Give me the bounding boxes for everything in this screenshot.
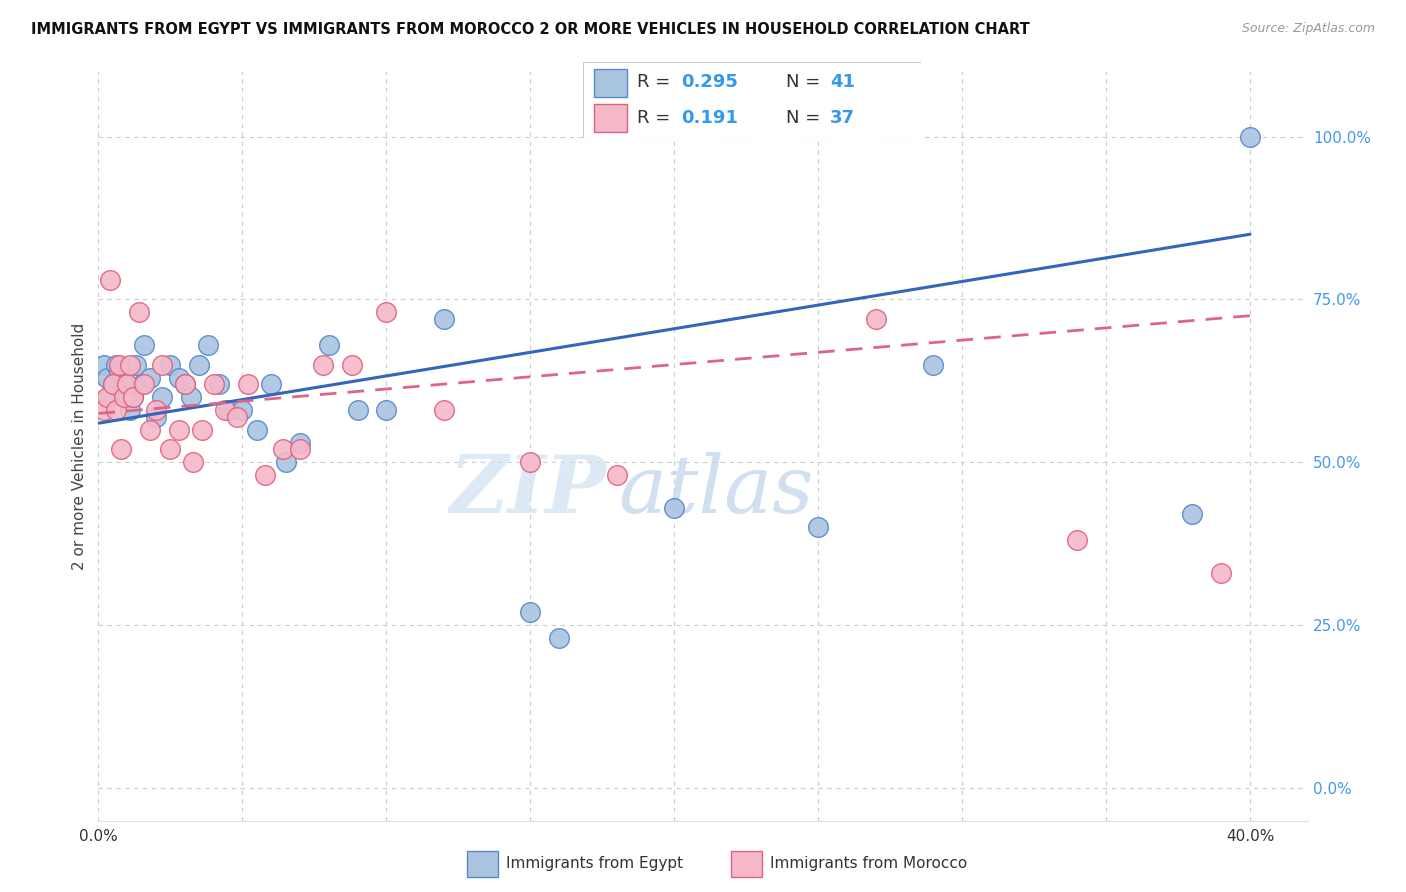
Point xyxy=(101,377,124,392)
Point xyxy=(318,338,340,352)
Text: R =: R = xyxy=(637,73,676,91)
Point xyxy=(110,384,132,398)
Point xyxy=(145,403,167,417)
Point xyxy=(254,468,277,483)
Point xyxy=(122,390,145,404)
Point xyxy=(115,377,138,392)
Point xyxy=(107,358,129,372)
Point xyxy=(1181,508,1204,522)
FancyBboxPatch shape xyxy=(731,851,762,877)
Point xyxy=(107,364,129,378)
Point xyxy=(191,423,214,437)
Point xyxy=(128,305,150,319)
Point xyxy=(375,403,398,417)
Point xyxy=(606,468,628,483)
Point xyxy=(125,358,148,372)
Text: 41: 41 xyxy=(830,73,855,91)
Point xyxy=(208,377,231,392)
Point xyxy=(112,377,135,392)
Point xyxy=(197,338,219,352)
Text: N =: N = xyxy=(786,109,825,127)
Point xyxy=(134,338,156,352)
Text: Immigrants from Morocco: Immigrants from Morocco xyxy=(770,855,967,871)
Point xyxy=(519,455,541,469)
Point xyxy=(375,305,398,319)
Point xyxy=(312,358,335,372)
Point xyxy=(214,403,236,417)
Point xyxy=(159,358,181,372)
Y-axis label: 2 or more Vehicles in Household: 2 or more Vehicles in Household xyxy=(72,322,87,570)
Point xyxy=(159,442,181,457)
Point xyxy=(96,390,118,404)
Point xyxy=(93,358,115,372)
Point xyxy=(167,370,190,384)
Point xyxy=(188,358,211,372)
Point xyxy=(433,403,456,417)
FancyBboxPatch shape xyxy=(583,62,921,138)
Text: N =: N = xyxy=(786,73,825,91)
FancyBboxPatch shape xyxy=(467,851,498,877)
Point xyxy=(288,435,311,450)
Point xyxy=(167,423,190,437)
Point xyxy=(96,370,118,384)
Point xyxy=(225,409,247,424)
Point xyxy=(236,377,259,392)
Point xyxy=(1239,129,1261,144)
Point xyxy=(173,377,195,392)
Point xyxy=(173,377,195,392)
Point xyxy=(115,390,138,404)
Text: 37: 37 xyxy=(830,109,855,127)
Point xyxy=(1066,533,1088,548)
Point xyxy=(1211,566,1233,580)
Point xyxy=(271,442,294,457)
Point xyxy=(145,409,167,424)
Point xyxy=(122,390,145,404)
Point xyxy=(139,370,162,384)
Point xyxy=(110,442,132,457)
Point xyxy=(104,358,127,372)
FancyBboxPatch shape xyxy=(593,69,627,96)
Text: Immigrants from Egypt: Immigrants from Egypt xyxy=(506,855,683,871)
Point xyxy=(433,312,456,326)
Point xyxy=(180,390,202,404)
Point xyxy=(274,455,297,469)
Point xyxy=(131,377,153,392)
Point xyxy=(807,520,830,534)
Point xyxy=(150,358,173,372)
Point xyxy=(101,377,124,392)
Text: ZIP: ZIP xyxy=(450,452,606,530)
Point xyxy=(260,377,283,392)
Point xyxy=(231,403,253,417)
Point xyxy=(98,390,121,404)
Point xyxy=(865,312,887,326)
Text: atlas: atlas xyxy=(619,452,814,530)
Point xyxy=(120,403,142,417)
Point xyxy=(548,631,571,645)
Text: IMMIGRANTS FROM EGYPT VS IMMIGRANTS FROM MOROCCO 2 OR MORE VEHICLES IN HOUSEHOLD: IMMIGRANTS FROM EGYPT VS IMMIGRANTS FROM… xyxy=(31,22,1029,37)
Point xyxy=(202,377,225,392)
Point xyxy=(183,455,205,469)
Point xyxy=(112,390,135,404)
Point xyxy=(519,605,541,619)
Point xyxy=(134,377,156,392)
Point xyxy=(288,442,311,457)
Point xyxy=(93,403,115,417)
Point xyxy=(664,500,686,515)
Point xyxy=(139,423,162,437)
Point xyxy=(246,423,269,437)
Text: 0.295: 0.295 xyxy=(682,73,738,91)
Point xyxy=(150,390,173,404)
Text: R =: R = xyxy=(637,109,682,127)
Point xyxy=(217,403,239,417)
Point xyxy=(340,358,363,372)
Text: Source: ZipAtlas.com: Source: ZipAtlas.com xyxy=(1241,22,1375,36)
Text: 0.191: 0.191 xyxy=(682,109,738,127)
Point xyxy=(120,358,142,372)
FancyBboxPatch shape xyxy=(593,104,627,132)
Point xyxy=(104,403,127,417)
Point xyxy=(98,273,121,287)
Point xyxy=(346,403,368,417)
Point xyxy=(922,358,945,372)
